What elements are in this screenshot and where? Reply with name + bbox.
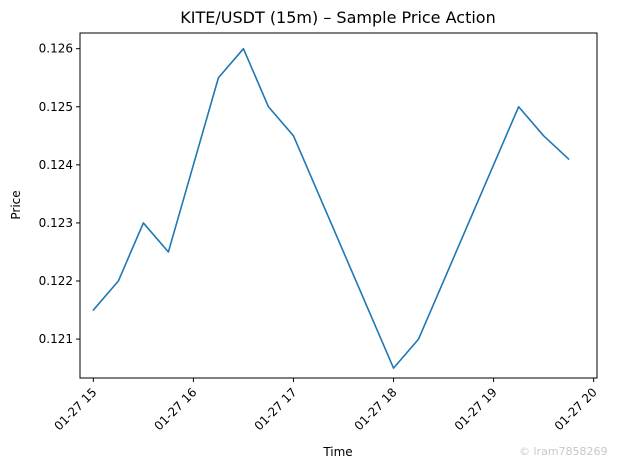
x-tick-label: 01-27 15: [51, 385, 99, 433]
y-axis-label: Price: [9, 190, 23, 219]
x-tick-label: 01-27 20: [552, 385, 600, 433]
y-tick-label: 0.123: [39, 216, 73, 230]
y-tick-label: 0.122: [39, 274, 73, 288]
axes: 0.121 0.122 0.123 0.124 0.125 0.126 01-27 15 01…: [39, 32, 600, 433]
y-tick-label: 0.121: [39, 332, 73, 346]
series-line-0: [92, 47, 570, 369]
x-tick-label: 01-27 19: [452, 385, 500, 433]
x-axis-label: Time: [322, 445, 352, 459]
chart-title: KITE/USDT (15m) – Sample Price Action: [180, 8, 495, 27]
y-tick-label: 0.125: [39, 100, 73, 114]
x-tick-label: 01-27 17: [252, 385, 300, 433]
watermark: © lram7858269: [519, 445, 608, 458]
x-tick-label: 01-27 16: [151, 385, 199, 433]
plot-area: [92, 47, 570, 369]
y-tick-label: 0.124: [39, 158, 73, 172]
axes-frame: [79, 32, 598, 379]
x-tick-label: 01-27 18: [352, 385, 400, 433]
y-tick-label: 0.126: [39, 42, 73, 56]
